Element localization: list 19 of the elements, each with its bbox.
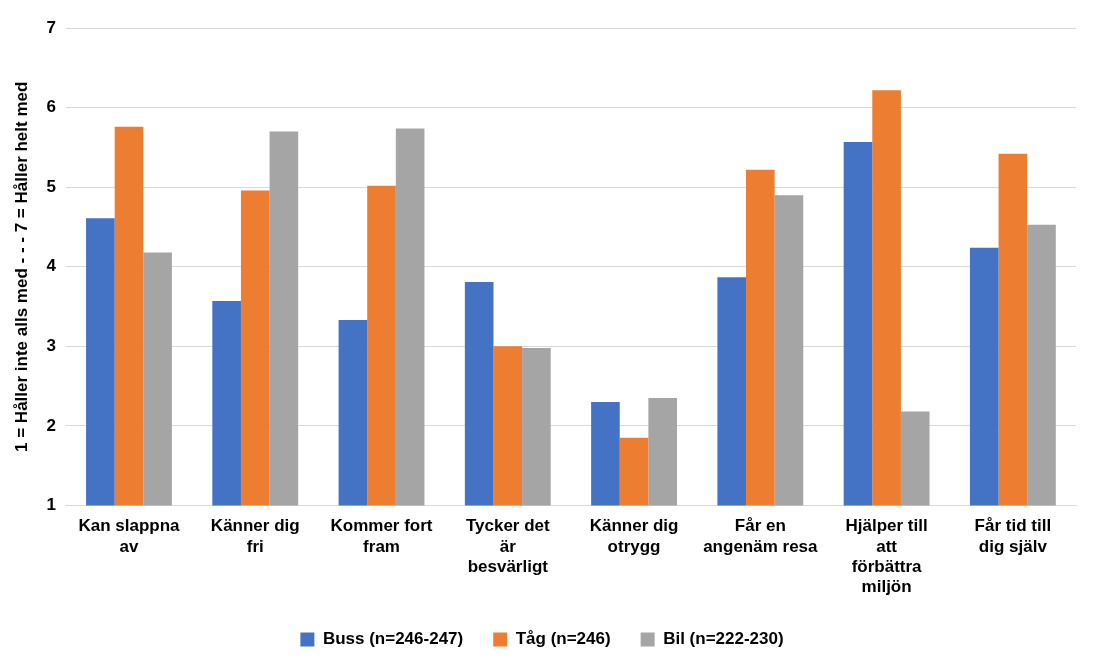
y-tick-label: 2 [46,415,56,435]
x-tick-label: Tycker det är besvärligt [465,516,551,577]
x-tick-label: Får tid till dig själv [974,516,1052,556]
x-tick-label: Känner dig otrygg [589,516,679,556]
y-tick-label: 6 [46,97,56,117]
y-axis-title: 1 = Håller inte alls med - - - 7 = Håller helt med [11,81,31,452]
legend-label: Buss (n=246-247) [322,629,464,649]
x-tick-label: Får en angenäm resa [703,516,819,556]
y-tick-label: 5 [46,176,56,196]
x-tick-label: Hjälper till att förbättra miljön [845,516,928,597]
y-tick-label: 3 [46,336,56,356]
x-tick-label: Kommer fort fram [330,516,433,556]
x-tick-label: Känner dig fri [210,516,300,556]
x-tick-label: Kan slappna av [78,516,181,556]
legend-label: Tåg (n=246) [515,629,611,649]
y-tick-label: 4 [46,256,57,276]
legend-label: Bil (n=222-230) [663,629,784,649]
y-tick-label: 7 [46,17,56,37]
y-tick-label: 1 [46,495,56,515]
